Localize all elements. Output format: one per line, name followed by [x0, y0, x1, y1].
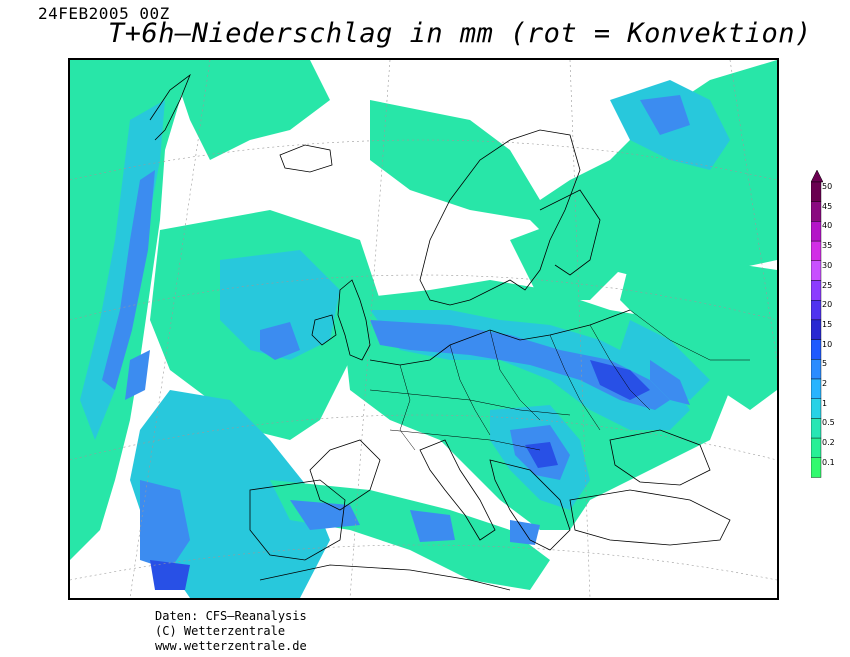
precipitation-layer: [70, 60, 777, 598]
precip-area: [102, 170, 155, 390]
legend-swatch: [811, 378, 822, 399]
legend-swatch: [811, 437, 822, 459]
precip-area: [620, 260, 777, 410]
legend-swatch: [811, 181, 822, 202]
date-label: 24FEB2005 00Z: [38, 4, 170, 23]
legend-swatch: [811, 299, 822, 321]
precip-area: [150, 560, 190, 590]
legend-swatch: [811, 280, 822, 301]
precipitation-map: [68, 58, 779, 600]
footer-copyright: (C) Wetterzentrale: [155, 624, 286, 638]
legend-swatch: [811, 240, 822, 261]
precip-area: [650, 360, 690, 405]
legend-label: 40: [822, 221, 833, 231]
precip-area: [370, 320, 670, 410]
legend-swatch: [811, 260, 822, 281]
map-title: T+6h–Niederschlag in mm (rot = Konvektio…: [108, 18, 812, 49]
graticule: [70, 60, 777, 598]
legend-label: 2: [822, 379, 828, 388]
legend-tip: [811, 170, 823, 183]
legend-label: 5: [822, 359, 828, 369]
legend-label: 1: [822, 398, 828, 408]
precip-area: [620, 320, 710, 400]
legend-label: 35: [822, 241, 833, 251]
legend-label: 25: [822, 280, 833, 290]
legend-label: 30: [822, 260, 833, 270]
legend-label: 50: [822, 182, 833, 191]
precip-area: [510, 210, 630, 300]
legend-label: 20: [822, 300, 833, 310]
precip-area: [260, 322, 300, 360]
legend-swatch: [811, 418, 822, 439]
precip-area: [590, 360, 650, 400]
footer-data-source: Daten: CFS–Reanalysis: [155, 609, 307, 623]
footer-url: www.wetterzentrale.de: [155, 639, 307, 653]
precip-area: [125, 350, 150, 400]
precip-area: [640, 95, 690, 135]
precip-area: [410, 510, 455, 542]
legend-swatch: [811, 457, 822, 478]
legend-colorbar: [811, 170, 823, 478]
footer: Daten: CFS–Reanalysis (C) Wetterzentrale…: [155, 609, 307, 654]
legend-swatch: [811, 201, 822, 222]
legend-swatch: [811, 398, 822, 419]
legend-label: 45: [822, 201, 833, 211]
legend-label: 0.5: [822, 418, 835, 428]
legend-swatch: [811, 359, 822, 380]
precip-area: [140, 480, 190, 570]
legend-swatch: [811, 319, 822, 340]
legend-label: 0.1: [822, 457, 835, 467]
coastlines: [149, 73, 731, 591]
legend-swatch: [811, 221, 822, 242]
map-canvas: [70, 60, 777, 598]
legend-label: 0.2: [822, 438, 835, 448]
legend-swatch: [811, 339, 822, 360]
precip-area: [170, 60, 330, 160]
precip-area: [220, 250, 340, 360]
country-borders: [369, 309, 750, 451]
legend-label: 10: [822, 339, 833, 349]
legend-label: 15: [822, 319, 833, 329]
